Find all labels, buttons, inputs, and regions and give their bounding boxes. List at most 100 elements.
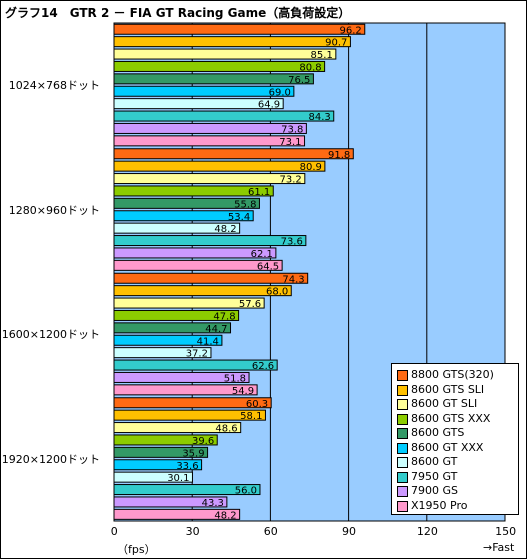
data-label: 48.6: [215, 424, 237, 435]
data-label: 62.1: [251, 249, 273, 260]
data-label: 85.1: [311, 50, 333, 61]
legend-swatch: [397, 500, 408, 512]
bar: [113, 446, 209, 458]
bar: [113, 247, 277, 259]
data-label: 60.3: [246, 399, 268, 410]
bar: [113, 135, 306, 147]
data-label: 37.2: [186, 349, 208, 360]
legend-swatch: [397, 428, 408, 439]
legend-label: 7950 GT: [411, 469, 458, 483]
bar: [113, 409, 266, 421]
data-label: 76.5: [288, 75, 310, 86]
x-tick-label: 30: [185, 525, 200, 538]
data-label: 30.1: [167, 473, 189, 484]
bar: [113, 434, 218, 446]
x-tick-label: 150: [495, 525, 517, 538]
bar: [113, 397, 272, 409]
data-label: 64.9: [258, 100, 280, 111]
bar: [113, 173, 306, 185]
data-label: 41.4: [197, 336, 219, 347]
legend: 8800 GTS(320) 8600 GTS SLI 8600 GT SLI 8600…: [391, 363, 519, 515]
chart-title: グラフ14 GTR 2 － FIA GT Racing Game（高負荷設定）: [5, 6, 351, 20]
legend-swatch: [397, 442, 408, 454]
data-label: 62.6: [252, 361, 274, 372]
data-label: 33.6: [176, 461, 198, 472]
data-label: 43.3: [202, 498, 224, 509]
legend-label: 8600 GT SLI: [411, 397, 478, 410]
legend-label: 8600 GTS SLI: [411, 382, 485, 396]
bar: [113, 422, 242, 434]
x-tick-label: 60: [263, 525, 278, 538]
bar: [113, 259, 283, 271]
bar: [113, 222, 241, 234]
data-label: 39.6: [192, 436, 214, 447]
bar: [113, 235, 307, 247]
legend-label: X1950 Pro: [411, 498, 468, 512]
data-label: 84.3: [308, 112, 330, 123]
data-label: 69.0: [269, 87, 291, 98]
bar: [113, 122, 307, 134]
x-tick-label: 0: [110, 525, 118, 538]
category-label: 1920×1200ドット: [1, 452, 100, 466]
bar: [113, 60, 326, 72]
data-label: 55.8: [234, 199, 256, 210]
bar: [113, 110, 335, 122]
legend-swatch: [397, 399, 408, 410]
bar: [113, 48, 337, 60]
legend-swatch: [397, 486, 408, 497]
legend-label: 8600 GT: [411, 455, 458, 468]
data-label: 96.2: [339, 25, 361, 36]
data-label: 74.3: [282, 274, 304, 285]
x-axis-note: →Fast: [483, 541, 515, 554]
bar: [113, 160, 326, 172]
bar: [113, 508, 241, 520]
data-label: 73.1: [279, 137, 301, 148]
bar: [113, 297, 265, 309]
legend-swatch: [397, 471, 408, 483]
bar: [113, 23, 366, 35]
data-label: 54.9: [232, 386, 254, 397]
data-label: 47.8: [213, 311, 235, 322]
data-label: 53.4: [228, 212, 250, 223]
bar: [113, 347, 212, 359]
data-label: 58.1: [240, 411, 262, 422]
legend-swatch: [397, 370, 408, 381]
category-label: 1280×960ドット: [8, 203, 100, 217]
data-label: 73.8: [281, 124, 303, 135]
data-label: 73.6: [281, 237, 303, 248]
legend-swatch: [397, 384, 408, 396]
bar: [113, 210, 254, 222]
bar: [113, 484, 261, 496]
data-label: 57.6: [239, 299, 261, 310]
bar: [113, 384, 258, 396]
data-label: 51.8: [224, 373, 246, 384]
data-label: 68.0: [266, 287, 288, 298]
bar: [113, 73, 314, 85]
data-label: 90.7: [325, 38, 347, 49]
data-label: 61.1: [248, 187, 270, 198]
bar: [113, 359, 278, 371]
data-label: 56.0: [235, 486, 257, 497]
category-label: 1024×768ドット: [8, 79, 100, 93]
legend-swatch: [397, 457, 408, 468]
data-label: 64.5: [257, 261, 279, 272]
bar: [113, 36, 351, 48]
x-tick-label: 120: [416, 525, 438, 538]
data-label: 48.2: [214, 224, 236, 235]
data-label: 80.8: [299, 62, 321, 73]
bar: [113, 185, 274, 197]
x-tick-label: 90: [342, 525, 356, 538]
bar: [113, 148, 354, 160]
data-label: 80.9: [300, 162, 322, 173]
bar: [113, 334, 223, 346]
bar: [113, 471, 193, 483]
data-label: 44.7: [205, 324, 227, 335]
bar: [113, 459, 203, 471]
bar: [113, 98, 284, 110]
legend-label: 7900 GS: [411, 484, 458, 497]
legend-label: 8600 GTS XXX: [411, 411, 491, 425]
legend-label: 8600 GTS: [411, 426, 465, 439]
data-label: 91.8: [328, 150, 350, 161]
data-label: 35.9: [182, 448, 204, 459]
